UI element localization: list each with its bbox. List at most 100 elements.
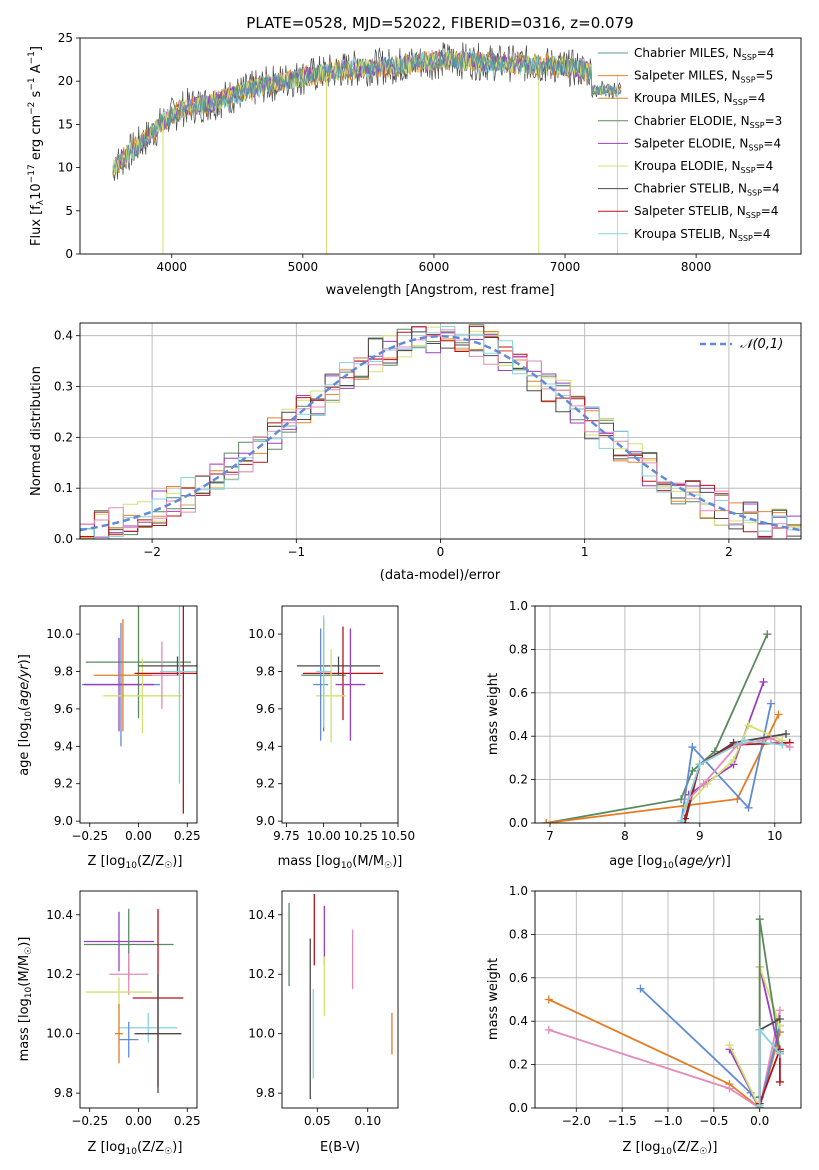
y-tick-label: 9.8: [256, 1086, 275, 1100]
legend-label: Kroupa STELIB, NSSP=4: [634, 227, 771, 243]
series-marker: [695, 760, 704, 769]
y-tick-label: 10.2: [46, 967, 73, 981]
series-marker: [775, 1015, 784, 1024]
x-tick-label: 0.25: [174, 829, 201, 843]
series-line: [680, 703, 772, 823]
x-tick-label: 0.00: [125, 1114, 152, 1128]
gaussian-curve: [80, 334, 801, 532]
y-tick-label: 0.0: [509, 1101, 528, 1115]
plot-area: [81, 606, 197, 814]
legend-label: Kroupa MILES, NSSP=4: [634, 91, 765, 107]
histogram-step: [80, 331, 801, 539]
y-tick-label: 9.2: [54, 777, 73, 791]
plot-area: [296, 615, 384, 743]
x-tick-label: 6000: [419, 260, 450, 274]
series-line: [680, 739, 783, 822]
plot-area: [83, 908, 184, 1094]
mw-age-ylabel: mass weight: [486, 673, 501, 755]
plot-area: [544, 915, 784, 1108]
histogram-step: [80, 325, 801, 539]
mass-vs-z-panel: −0.25 0.00 0.25 9.8 10.0 10.2 10.4: [46, 890, 201, 1128]
axes-frame: [534, 605, 802, 824]
x-tick-label: −1.0: [653, 1114, 682, 1128]
mass-z-ylabel: mass [log10(M/M☉)]: [17, 937, 34, 1062]
y-tick-label: 20: [58, 74, 73, 88]
series-marker: [729, 756, 738, 765]
legend-value: =4: [748, 91, 766, 105]
legend-value: =4: [756, 159, 774, 173]
legend-value: =3: [765, 114, 783, 128]
series-marker: [782, 730, 791, 739]
mw-z-ylabel: mass weight: [486, 958, 501, 1040]
plot-area: [112, 42, 622, 254]
y-tick-label: 9.8: [54, 664, 73, 678]
y-tick-label: 25: [58, 31, 73, 45]
x-tick-label: −0.25: [71, 1114, 108, 1128]
x-tick-label: 1: [581, 545, 589, 559]
legend-label: Chabrier ELODIE, NSSP=3: [634, 114, 782, 130]
legend-subscript: SSP: [746, 211, 761, 220]
y-tick-label: 0.8: [509, 642, 528, 656]
x-tick-label: 0.0: [750, 1114, 769, 1128]
y-tick-label: 9.8: [256, 664, 275, 678]
series-marker: [544, 1025, 553, 1034]
x-tick-label: 0.25: [174, 1114, 201, 1128]
legend-label: Salpeter MILES, NSSP=5: [634, 69, 773, 85]
series-marker: [785, 743, 794, 752]
series-marker: [544, 995, 553, 1004]
mass-vs-ebv-panel: 0.05 0.10 9.8 10.0 10.2 10.4: [248, 890, 399, 1128]
series-marker: [744, 721, 753, 730]
y-tick-label: 0.4: [54, 329, 73, 343]
y-tick-label: 0.0: [54, 532, 73, 546]
gauss-legend-label: 𝒩(0,1): [740, 337, 783, 352]
y-tick-label: 0.2: [509, 1058, 528, 1072]
series-marker: [755, 1025, 764, 1034]
x-tick-label: 9: [696, 829, 704, 843]
y-tick-label: 9.2: [256, 777, 275, 791]
legend-subscript: SSP: [747, 189, 762, 198]
axes-frame: [79, 322, 802, 540]
y-tick-label: 0.4: [509, 1014, 528, 1028]
y-tick-label: 9.0: [256, 814, 275, 828]
legend-value: =4: [762, 182, 780, 196]
y-tick-label: 9.6: [256, 702, 275, 716]
mass-weight-vs-z-panel: −2.0 −1.5 −1.0 −0.5 0.0 0.0 0.2 0.4 0.6 0.8 1.0: [509, 884, 802, 1128]
y-tick-label: 1.0: [509, 599, 528, 613]
age-z-xlabel: Z [log10(Z/Z☉)]: [88, 854, 183, 871]
age-vs-z-panel: −0.25 0.00 0.25 9.0 9.2 9.4 9.6 9.8 10.0: [46, 605, 201, 843]
spectrum-panel: 4000 5000 6000 7000 8000 0 5 10 15 20 25: [58, 31, 802, 274]
age-vs-mass-panel: 9.75 10.00 10.25 10.50 9.0 9.2 9.4 9.6 9.8 10.0: [248, 605, 415, 843]
x-tick-label: 0.05: [304, 1114, 331, 1128]
residuals-legend: 𝒩(0,1): [700, 337, 783, 352]
axes-frame: [79, 605, 198, 824]
series-marker: [763, 630, 772, 639]
y-tick-label: 0.1: [54, 481, 73, 495]
series-line: [546, 714, 780, 823]
series-marker: [774, 710, 783, 719]
plot-area: [80, 324, 801, 539]
y-tick-label: 0.6: [509, 686, 528, 700]
series-marker: [725, 1084, 734, 1093]
y-tick-label: 0.0: [509, 816, 528, 830]
legend-label: Kroupa ELODIE, NSSP=4: [634, 159, 773, 175]
x-tick-label: 2: [725, 545, 733, 559]
y-tick-label: 9.8: [54, 1086, 73, 1100]
spectrum-xlabel: wavelength [Angstrom, rest frame]: [326, 283, 555, 298]
legend-subscript: SSP: [738, 234, 753, 243]
series-line: [548, 1010, 781, 1108]
mass-ebv-xlabel: E(B-V): [320, 1140, 360, 1155]
axes-frame: [281, 890, 399, 1109]
y-tick-label: 0.8: [509, 927, 528, 941]
y-tick-label: 1.0: [509, 884, 528, 898]
series-marker: [778, 740, 787, 749]
series-marker: [775, 1006, 784, 1015]
series-marker: [755, 1101, 764, 1108]
y-tick-label: 9.4: [54, 739, 73, 753]
series-marker: [744, 803, 753, 812]
legend-value: =5: [756, 69, 774, 83]
y-tick-label: 15: [58, 117, 73, 131]
series-marker: [725, 1041, 734, 1050]
x-tick-label: 5000: [288, 260, 319, 274]
x-tick-label: 8: [621, 829, 629, 843]
y-tick-label: 9.4: [256, 739, 275, 753]
